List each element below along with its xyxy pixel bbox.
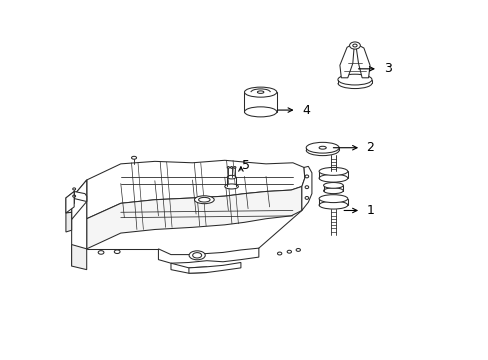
Polygon shape [301,166,311,211]
Ellipse shape [192,253,201,258]
Polygon shape [72,180,86,266]
Ellipse shape [319,167,347,175]
Ellipse shape [230,167,232,168]
Ellipse shape [319,146,325,149]
Ellipse shape [189,251,205,260]
Ellipse shape [319,174,347,182]
Ellipse shape [305,142,339,153]
Polygon shape [72,244,86,270]
Polygon shape [171,263,206,273]
Polygon shape [339,44,353,78]
Polygon shape [188,262,241,273]
Ellipse shape [349,42,360,49]
Ellipse shape [277,252,281,255]
Ellipse shape [286,250,291,253]
Ellipse shape [224,184,238,189]
Ellipse shape [319,201,347,209]
Ellipse shape [323,188,343,194]
Ellipse shape [305,197,308,199]
Ellipse shape [337,74,371,85]
Ellipse shape [73,195,76,197]
Ellipse shape [114,250,120,253]
Ellipse shape [194,196,214,204]
Ellipse shape [305,175,308,178]
Ellipse shape [323,183,343,188]
Ellipse shape [244,87,276,97]
Text: 3: 3 [383,62,391,75]
Text: 2: 2 [366,141,373,154]
Ellipse shape [244,107,276,117]
Polygon shape [72,180,86,220]
Ellipse shape [257,91,264,93]
Ellipse shape [131,156,136,159]
Ellipse shape [98,251,104,254]
Ellipse shape [296,248,300,251]
Polygon shape [158,248,258,263]
Polygon shape [355,45,369,78]
Ellipse shape [198,197,210,202]
Polygon shape [86,160,304,219]
Text: 4: 4 [301,104,309,117]
Polygon shape [86,186,301,249]
Ellipse shape [73,188,76,190]
Ellipse shape [352,44,356,47]
Polygon shape [66,192,86,213]
Ellipse shape [233,167,235,168]
Text: 1: 1 [366,204,373,217]
Polygon shape [66,192,74,213]
Polygon shape [66,212,72,232]
Text: 5: 5 [242,159,249,172]
Ellipse shape [305,186,308,189]
Ellipse shape [227,167,229,168]
Ellipse shape [227,175,235,179]
Ellipse shape [319,195,347,203]
